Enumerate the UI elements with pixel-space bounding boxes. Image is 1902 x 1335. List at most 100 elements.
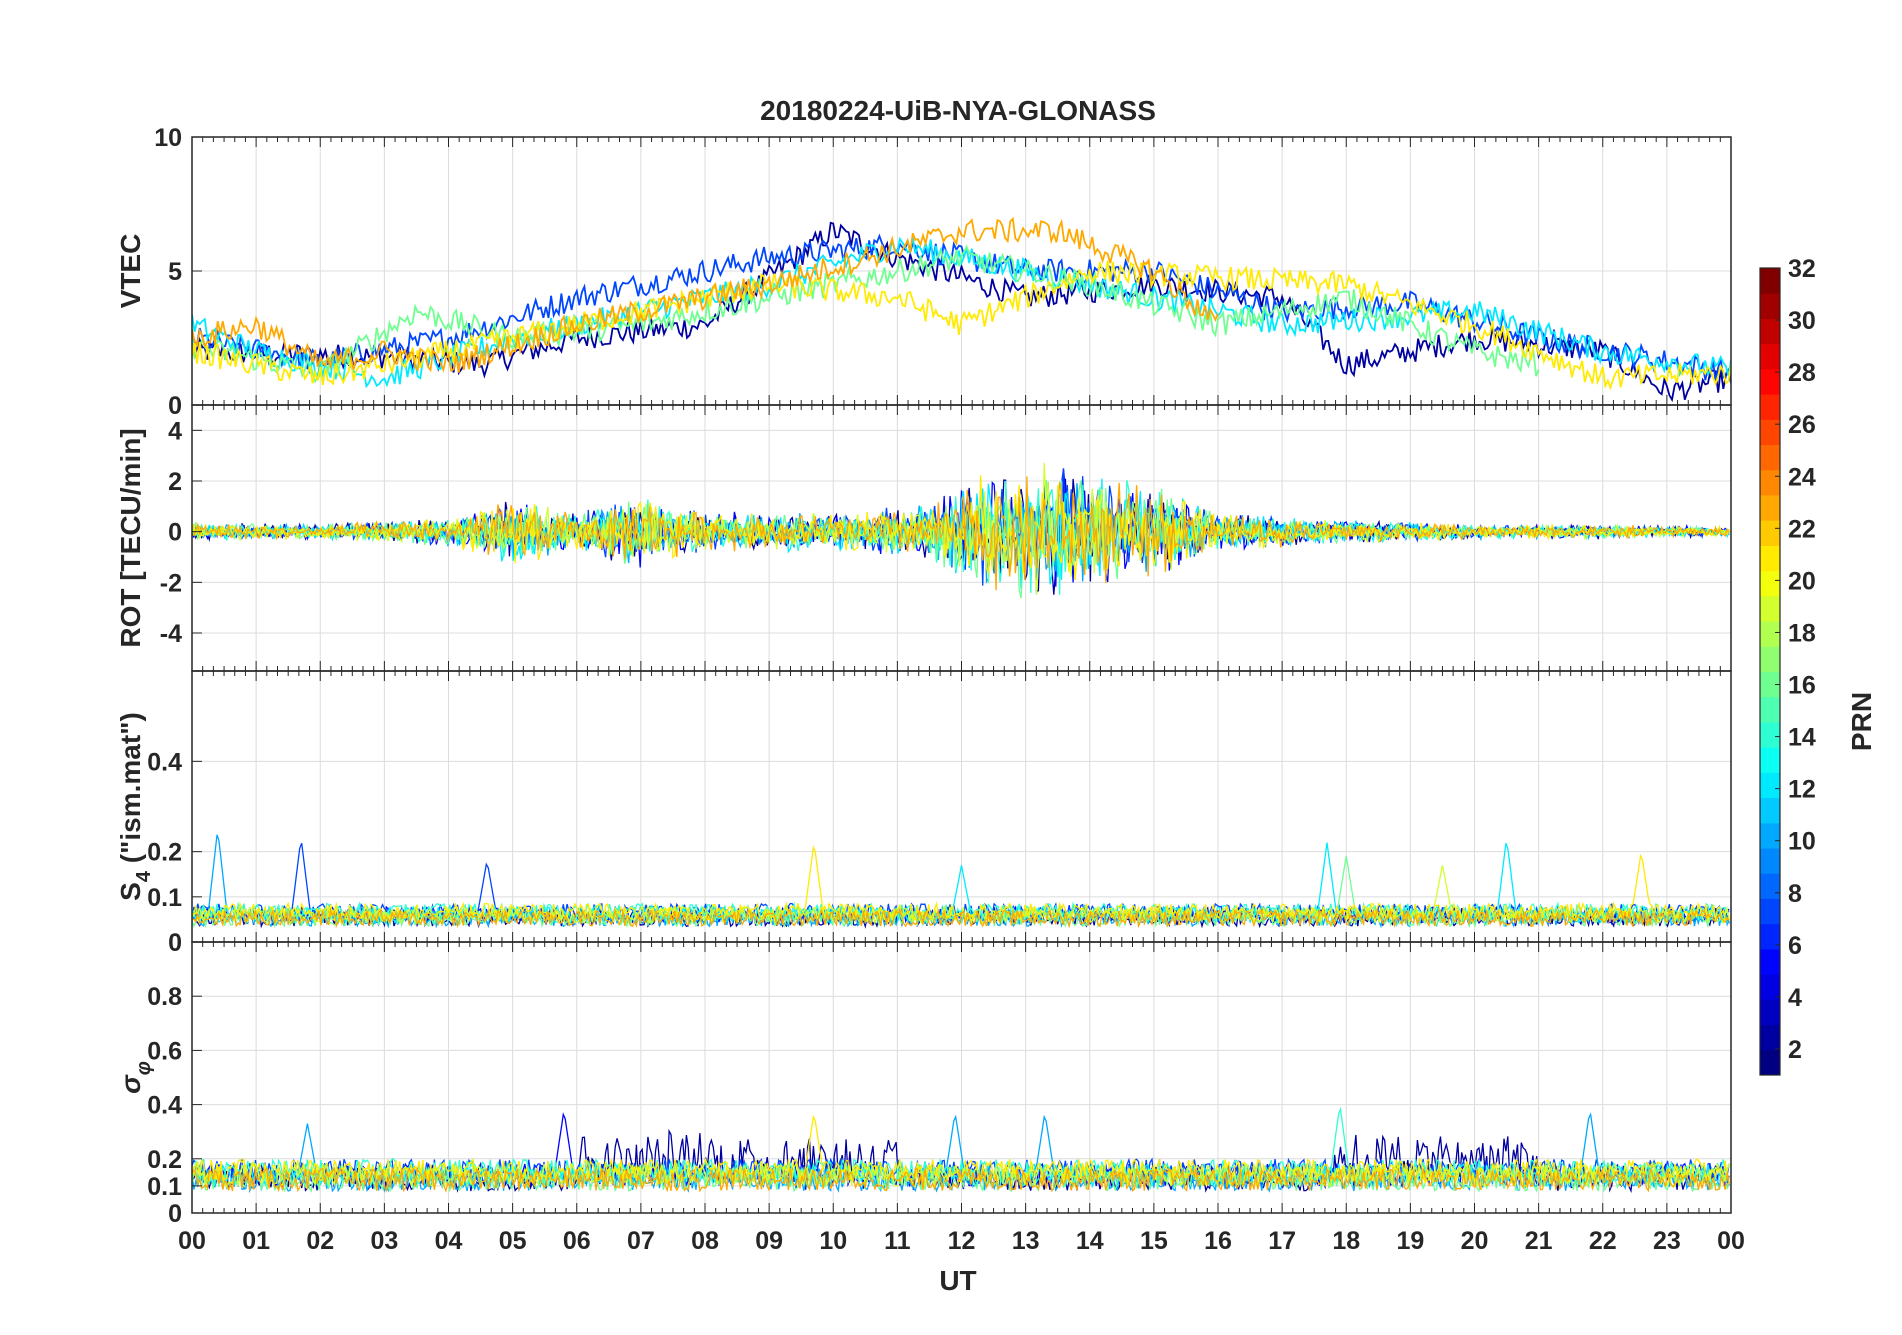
colorbar-segment [1760,343,1780,370]
colorbar-segment [1760,368,1780,395]
x-tick-label: 14 [1076,1227,1104,1255]
x-tick-label: 18 [1332,1227,1360,1255]
x-tick-label: 11 [884,1227,911,1255]
x-tick-label: 19 [1396,1227,1424,1255]
colorbar-segment [1760,999,1780,1026]
x-tick-label: 22 [1589,1227,1617,1255]
x-tick-label: 20 [1461,1227,1489,1255]
rot-series-prn-23 [192,476,1730,591]
panel-sigma_phi: 00.10.2 0.4 0.6 0.8 σφ [115,941,1732,1228]
vtec-series-prn-2 [192,221,1731,403]
colorbar-tick-label: 30 [1788,307,1816,335]
colorbar-segment [1760,444,1780,471]
colorbar-tick-label: 24 [1788,463,1816,491]
y-axis-label-s4: S4 ("ism.mat") [115,712,155,901]
colorbar-segment [1760,595,1780,622]
colorbar-segment [1760,545,1780,572]
colorbar-tick-label: 8 [1788,880,1802,908]
x-tick-label: 13 [1012,1227,1040,1255]
colorbar-segment [1760,923,1780,950]
colorbar-tick-label: 20 [1788,567,1816,595]
colorbar-segment [1760,948,1780,975]
y-axis-label-rot: ROT [TECU/min] [115,428,146,647]
colorbar-segment [1760,797,1780,824]
vtec-series-prn-23 [192,216,1219,373]
colorbar-segment [1760,822,1780,849]
x-tick-label: 00 [178,1227,206,1255]
y-tick-label: 0 [168,519,182,547]
x-tick-label: 06 [563,1227,591,1255]
colorbar-tick-label: 32 [1788,255,1816,283]
x-tick-label: 07 [627,1227,655,1255]
colorbar-segment [1760,1049,1780,1076]
colorbar-tick-label: 10 [1788,828,1816,856]
x-axis-label: UT [939,1265,976,1296]
x-tick-label: 00 [1717,1227,1745,1255]
colorbar-segment [1760,747,1780,773]
colorbar-tick-label: 22 [1788,515,1816,543]
y-axis-label-rest: ("ism.mat") [115,712,146,871]
y-tick-label: 0.1 [147,1173,182,1201]
x-tick-label: 04 [435,1227,463,1255]
colorbar-segment [1760,469,1780,496]
plot-area-sigma_phi [192,1106,1730,1194]
colorbar-frame [1759,267,1781,1076]
x-tick-label: 17 [1268,1227,1296,1255]
x-tick-label: 21 [1525,1227,1553,1255]
plot-area-rot [192,462,1730,599]
panel-s4: 00.10.20.4S4 ("ism.mat") [115,670,1732,957]
vtec-series-prn-7 [192,233,1731,384]
s4-series-prn-7 [192,842,1730,922]
colorbar-segment [1760,268,1780,294]
s4-series-prn-12 [192,842,1730,926]
y-axis-label-sub: φ [133,1061,155,1075]
x-tick-label: 16 [1204,1227,1232,1255]
colorbar-segment [1760,848,1780,874]
y-tick-label: 10 [154,124,182,152]
colorbar-segment [1760,898,1780,925]
colorbar-segment [1760,419,1780,446]
colorbar-segment [1760,570,1780,597]
colorbar-tick-label: 12 [1788,776,1816,804]
colorbar-tick-label: 28 [1788,359,1816,387]
x-tick-label: 08 [691,1227,719,1255]
y-tick-label: 0 [168,1200,182,1228]
colorbar-segment [1760,671,1780,698]
colorbar-tick-label: 16 [1788,672,1816,700]
colorbar-segment [1760,394,1780,420]
colorbar-tick-label: 2 [1788,1036,1802,1064]
x-tick-label: 15 [1140,1227,1168,1255]
colorbar-segment [1760,318,1780,345]
plot-area-s4 [192,834,1730,929]
colorbar-segment [1760,621,1780,647]
x-tick-label: 12 [948,1227,976,1255]
x-tick-label: 02 [306,1227,334,1255]
vtec-series-prn-16 [192,244,1540,384]
y-axis-label-vtec: VTEC [115,234,146,309]
y-tick-label: 2 [168,468,182,496]
y-tick-label: 0.6 [147,1037,182,1065]
y-tick-label: 0.1 [147,884,182,912]
y-axis-label-main: S [115,882,146,901]
colorbar-segment [1760,646,1780,672]
colorbar-segment [1760,1024,1780,1051]
x-tick-label: 01 [242,1227,270,1255]
colorbar-tick-label: 26 [1788,411,1816,439]
y-axis-label-sub: 4 [133,870,155,882]
colorbar-tick-label: 18 [1788,619,1816,647]
colorbar-label: PRN [1846,692,1877,751]
y-tick-label: 0.4 [147,748,182,776]
x-tick-label: 23 [1653,1227,1681,1255]
y-tick-label: 0.8 [147,983,182,1011]
sigma_phi-series-prn-21 [192,1114,1730,1185]
y-axis-label-sigma_phi: σφ [115,1061,155,1094]
colorbar-segment [1760,293,1780,319]
y-tick-label: 0 [168,929,182,957]
y-tick-label: 5 [168,258,182,286]
sigma_phi-series-prn-23 [192,1166,1730,1193]
y-tick-label: -2 [160,569,182,597]
